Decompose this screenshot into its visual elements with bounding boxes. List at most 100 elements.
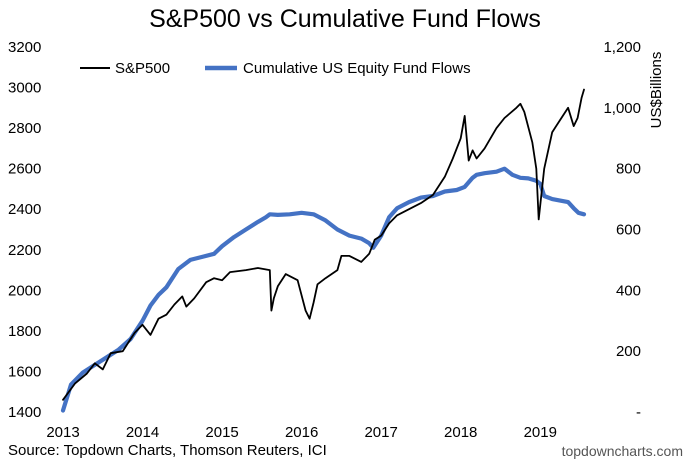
data-point <box>202 256 203 257</box>
data-point <box>349 255 350 256</box>
data-point <box>420 197 421 198</box>
data-point <box>313 302 314 303</box>
data-point <box>532 142 533 143</box>
data-point <box>520 177 521 178</box>
data-point <box>257 267 258 268</box>
left-tick-label: 1600 <box>8 363 41 380</box>
data-point <box>578 212 579 213</box>
data-point <box>150 305 151 306</box>
data-point <box>222 280 223 281</box>
data-point <box>373 247 374 248</box>
left-tick-label: 2200 <box>8 242 41 259</box>
data-point <box>516 107 517 108</box>
data-point <box>317 284 318 285</box>
data-point <box>74 383 75 384</box>
plot-area <box>60 88 587 413</box>
left-tick-label: 2000 <box>8 282 41 299</box>
data-point <box>142 324 143 325</box>
data-point <box>472 177 473 178</box>
data-point <box>245 229 246 230</box>
data-point <box>544 168 545 169</box>
right-axis-ticks: - 200 400 600 800 1,000 1,200 <box>603 39 641 421</box>
data-point <box>581 97 582 98</box>
data-point <box>194 298 195 299</box>
data-point <box>277 286 278 287</box>
data-point <box>70 384 71 385</box>
data-point <box>134 332 135 333</box>
left-axis-ticks: 1400 1600 1800 2000 2200 2400 2600 2800 3000 3200 <box>8 39 41 421</box>
data-point <box>110 353 111 354</box>
data-point <box>86 373 87 374</box>
data-point <box>504 117 505 118</box>
chart-title: S&P500 vs Cumulative Fund Flows <box>149 5 541 33</box>
data-point <box>444 191 445 192</box>
right-tick-label: 600 <box>616 222 641 239</box>
x-tick-label: 2017 <box>364 424 397 441</box>
data-point <box>468 160 469 161</box>
left-tick-label: 1400 <box>8 404 41 421</box>
data-point <box>420 203 421 204</box>
data-point <box>528 178 529 179</box>
data-point <box>273 298 274 299</box>
data-point <box>337 270 338 271</box>
left-tick-label: 3000 <box>8 80 41 97</box>
data-point <box>464 186 465 187</box>
data-point <box>313 214 314 215</box>
data-point <box>476 158 477 159</box>
left-tick-label: 2600 <box>8 161 41 178</box>
data-point <box>408 202 409 203</box>
data-point <box>568 107 569 108</box>
data-point <box>158 294 159 295</box>
x-tick-label: 2016 <box>285 424 318 441</box>
data-point <box>520 103 521 104</box>
chart-credit: topdowncharts.com <box>562 443 683 459</box>
x-tick-label: 2013 <box>46 424 79 441</box>
data-point <box>269 214 270 215</box>
data-point <box>269 270 270 271</box>
data-point <box>102 369 103 370</box>
data-point <box>277 214 278 215</box>
data-point <box>540 183 541 184</box>
data-point <box>174 304 175 305</box>
data-point <box>389 217 390 218</box>
x-tick-label: 2019 <box>524 424 557 441</box>
right-tick-label: 800 <box>616 161 641 178</box>
data-point <box>178 268 179 269</box>
data-point <box>297 280 298 281</box>
data-point <box>452 158 453 159</box>
left-tick-label: 1800 <box>8 323 41 340</box>
data-point <box>337 229 338 230</box>
data-point <box>460 138 461 139</box>
data-point <box>583 214 584 215</box>
data-point <box>182 296 183 297</box>
x-tick-label: 2015 <box>205 424 238 441</box>
data-point <box>142 320 143 321</box>
data-point <box>325 220 326 221</box>
data-point <box>341 255 342 256</box>
data-point <box>538 219 539 220</box>
data-point <box>94 363 95 364</box>
data-point <box>524 111 525 112</box>
data-point <box>301 212 302 213</box>
data-point <box>464 115 465 116</box>
data-point <box>369 243 370 244</box>
data-point <box>560 200 561 201</box>
data-point <box>214 278 215 279</box>
x-axis-ticks: 2013 2014 2015 2016 2017 2018 2019 <box>46 424 557 441</box>
left-tick-label: 2400 <box>8 201 41 218</box>
right-tick-label: 1,200 <box>603 39 641 56</box>
data-point <box>374 239 375 240</box>
x-tick-label: 2014 <box>126 424 159 441</box>
chart-source: Source: Topdown Charts, Thomson Reuters,… <box>8 442 327 459</box>
data-point <box>573 208 574 209</box>
legend: S&P500 Cumulative US Equity Fund Flows <box>80 60 471 77</box>
data-point <box>285 274 286 275</box>
data-point <box>484 173 485 174</box>
data-point <box>512 174 513 175</box>
data-point <box>150 334 151 335</box>
right-tick-label: 400 <box>616 282 641 299</box>
right-tick-label: - <box>636 404 641 421</box>
data-point <box>552 132 553 133</box>
data-point <box>381 235 382 236</box>
data-point <box>257 221 258 222</box>
